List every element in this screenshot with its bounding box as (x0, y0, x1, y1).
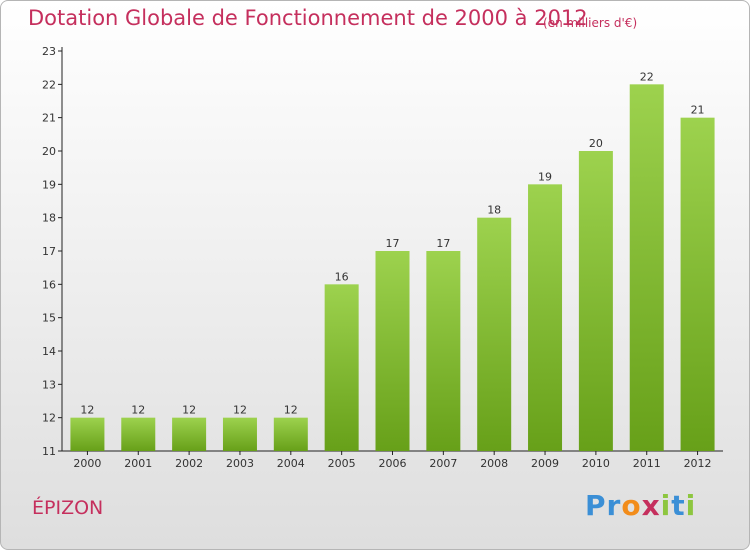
x-tick-label: 2011 (633, 457, 661, 470)
chart-axes: 11 12 13 14 15 16 17 18 19 20 21 22 23 (42, 45, 723, 458)
chart-title: Dotation Globale de Fonctionnement de 20… (28, 6, 588, 30)
x-tick-label: 2003 (226, 457, 254, 470)
bar (680, 117, 715, 452)
bar (70, 417, 105, 451)
bar (375, 251, 410, 451)
y-tick-label: 15 (42, 312, 56, 325)
bar-value-label: 12 (284, 404, 298, 417)
logo-letter: i (660, 489, 672, 522)
bar (426, 251, 461, 451)
x-tick-label: 2002 (175, 457, 203, 470)
logo-letter: x (641, 489, 661, 522)
x-tick-label: 2001 (124, 457, 152, 470)
bar-value-label: 12 (80, 404, 94, 417)
y-tick-label: 14 (42, 345, 56, 358)
commune-name: ÉPIZON (32, 497, 104, 519)
bar (578, 151, 613, 451)
bar-value-label: 12 (233, 404, 247, 417)
y-tick-label: 20 (42, 145, 56, 158)
bar-value-label: 17 (436, 237, 450, 250)
y-tick-label: 19 (42, 178, 56, 191)
bar (477, 217, 512, 451)
x-tick-label: 2007 (429, 457, 457, 470)
chart-bars (70, 84, 715, 452)
bar-value-label: 21 (691, 104, 705, 117)
bar-value-label: 22 (640, 70, 654, 83)
proxiti-logo[interactable]: Proxiti (585, 489, 696, 522)
bar-value-label: 12 (182, 404, 196, 417)
bar (324, 284, 359, 451)
bar (528, 184, 563, 452)
y-tick-label: 18 (42, 212, 56, 225)
y-tick-label: 16 (42, 278, 56, 291)
chart-subtitle: (en milliers d'€) (543, 16, 638, 30)
x-tick-label: 2012 (684, 457, 712, 470)
logo-letter: P (585, 489, 607, 522)
chart-labels: 12 2000 12 2001 12 2002 12 2003 12 2004 16 2005 17 20… (73, 70, 711, 470)
y-tick-label: 12 (42, 412, 56, 425)
x-tick-label: 2004 (277, 457, 305, 470)
bar (172, 417, 207, 451)
logo-letter: o (621, 489, 642, 522)
y-tick-label: 22 (42, 78, 56, 91)
bar-value-label: 20 (589, 137, 603, 150)
y-tick-label: 13 (42, 378, 56, 391)
logo-letter: i (685, 489, 697, 522)
x-tick-label: 2010 (582, 457, 610, 470)
y-tick-label: 21 (42, 112, 56, 125)
x-tick-label: 2009 (531, 457, 559, 470)
y-tick-label: 17 (42, 245, 56, 258)
y-tick-label: 11 (42, 445, 56, 458)
bar (121, 417, 156, 451)
bar-value-label: 16 (335, 270, 349, 283)
bar-value-label: 19 (538, 170, 552, 183)
logo-letter: r (606, 489, 622, 522)
y-tick-label: 23 (42, 45, 56, 58)
bar-value-label: 17 (386, 237, 400, 250)
bar-value-label: 18 (487, 204, 501, 217)
x-tick-label: 2000 (73, 457, 101, 470)
x-tick-label: 2008 (480, 457, 508, 470)
bar (273, 417, 308, 451)
bar (222, 417, 257, 451)
bar-value-label: 12 (131, 404, 145, 417)
x-tick-label: 2005 (328, 457, 356, 470)
bar (629, 84, 664, 451)
logo-letter: t (671, 489, 686, 522)
x-tick-label: 2006 (379, 457, 407, 470)
